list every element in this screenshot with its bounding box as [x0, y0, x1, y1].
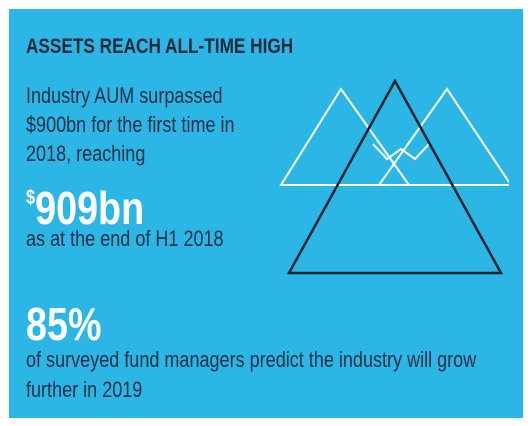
snow-line: [372, 143, 430, 161]
title: ASSETS REACH ALL-TIME HIGH: [26, 35, 294, 58]
right-peak: [377, 87, 509, 186]
amount: $909bn: [26, 173, 144, 245]
forecast-text: of surveyed fund managers predict the in…: [26, 347, 477, 402]
intro-text: Industry AUM surpassed $900bn for the fi…: [26, 83, 235, 166]
forecast-figure: 85%: [26, 298, 102, 350]
infographic-card: ASSETS REACH ALL-TIME HIGH Industry AUM …: [9, 9, 523, 418]
main-peak: [286, 79, 504, 275]
amount-value: 909bn: [35, 182, 145, 234]
amount-note: as at the end of H1 2018: [26, 226, 224, 251]
left-peak: [279, 87, 411, 186]
currency: $: [26, 187, 36, 209]
mountain-icon: [279, 79, 509, 275]
